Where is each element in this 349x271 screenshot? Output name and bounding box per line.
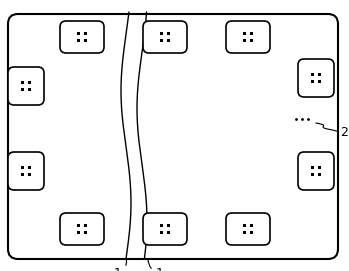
Bar: [311, 166, 314, 169]
FancyBboxPatch shape: [143, 21, 187, 53]
Bar: [167, 231, 170, 234]
Bar: [84, 224, 87, 227]
Bar: [28, 173, 31, 176]
FancyBboxPatch shape: [60, 213, 104, 245]
Bar: [28, 81, 31, 84]
Bar: [243, 39, 246, 42]
Bar: [318, 80, 321, 83]
Bar: [77, 231, 80, 234]
Bar: [167, 32, 170, 35]
FancyBboxPatch shape: [8, 152, 44, 190]
Bar: [318, 166, 321, 169]
Bar: [318, 73, 321, 76]
Bar: [318, 173, 321, 176]
Bar: [84, 39, 87, 42]
Bar: [77, 39, 80, 42]
Bar: [311, 80, 314, 83]
Bar: [250, 224, 253, 227]
Bar: [21, 81, 24, 84]
Bar: [77, 224, 80, 227]
Bar: [77, 32, 80, 35]
FancyBboxPatch shape: [226, 21, 270, 53]
Bar: [167, 224, 170, 227]
Text: 1: 1: [114, 260, 126, 271]
Text: 1: 1: [148, 260, 164, 271]
Bar: [167, 39, 170, 42]
Bar: [21, 166, 24, 169]
Bar: [160, 231, 163, 234]
Bar: [311, 73, 314, 76]
Bar: [84, 32, 87, 35]
FancyBboxPatch shape: [60, 21, 104, 53]
Bar: [160, 39, 163, 42]
FancyBboxPatch shape: [8, 67, 44, 105]
Text: 2: 2: [340, 127, 348, 140]
Bar: [84, 231, 87, 234]
Bar: [250, 32, 253, 35]
FancyBboxPatch shape: [226, 213, 270, 245]
FancyBboxPatch shape: [298, 152, 334, 190]
Bar: [243, 224, 246, 227]
Bar: [28, 88, 31, 91]
Bar: [250, 231, 253, 234]
Bar: [160, 224, 163, 227]
Bar: [243, 231, 246, 234]
Bar: [311, 173, 314, 176]
Bar: [250, 39, 253, 42]
FancyBboxPatch shape: [8, 14, 338, 259]
FancyBboxPatch shape: [298, 59, 334, 97]
Bar: [21, 88, 24, 91]
Bar: [28, 166, 31, 169]
Bar: [21, 173, 24, 176]
Bar: [160, 32, 163, 35]
Bar: [243, 32, 246, 35]
FancyBboxPatch shape: [143, 213, 187, 245]
